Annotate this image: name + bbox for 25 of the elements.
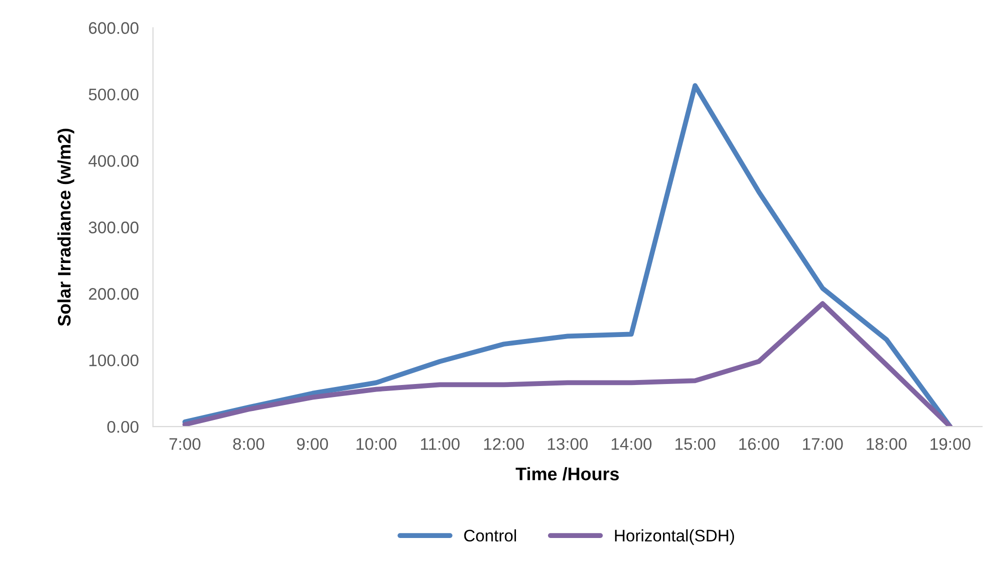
x-tick-label: 11:00	[421, 438, 460, 450]
legend-label: Control	[464, 529, 516, 542]
y-tick-label: 200.00	[88, 288, 138, 300]
x-tick-label: 18:00	[866, 438, 907, 450]
x-tick-label: 16:00	[739, 438, 780, 450]
x-tick-label: 8:00	[233, 438, 264, 450]
y-tick-label: 400.00	[88, 155, 138, 167]
x-tick-label: 15:00	[675, 438, 716, 450]
x-tick-label: 12:00	[484, 438, 524, 450]
x-tick-label: 17:00	[803, 438, 843, 450]
line-series	[182, 301, 953, 427]
x-tick-label: 9:00	[296, 438, 328, 450]
x-tick-label: 10:00	[356, 438, 396, 450]
x-tick-label: 7:00	[170, 438, 200, 450]
x-tick-label: 19:00	[930, 438, 970, 450]
x-axis-title: Time /Hours	[516, 467, 619, 481]
y-tick-label: 500.00	[88, 88, 138, 100]
legend-label: Horizontal(SDH)	[615, 529, 734, 545]
x-tick-label: 13:00	[548, 438, 588, 450]
y-tick-label: 300.00	[88, 222, 138, 234]
y-tick-label: 600.00	[88, 22, 138, 34]
y-tick-label: 0.00	[107, 420, 138, 433]
y-tick-label: 100.00	[89, 354, 138, 366]
x-tick-label: 14:00	[612, 438, 652, 450]
y-axis-title: Solar Irradiance (w/m2)	[57, 128, 74, 326]
